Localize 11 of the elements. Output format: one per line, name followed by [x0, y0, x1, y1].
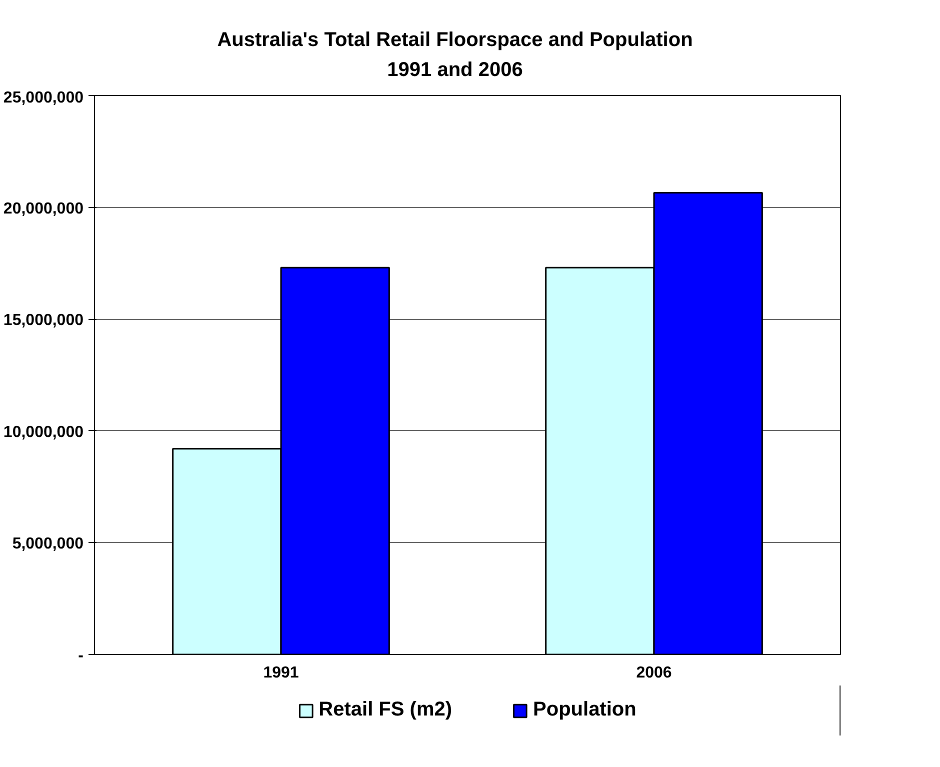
- y-tick-label: 5,000,000: [12, 536, 84, 553]
- x-tick-label: 2006: [636, 664, 672, 682]
- y-tick-label: 10,000,000: [3, 424, 84, 441]
- legend-label: Population: [533, 698, 636, 722]
- x-tick-label: 1991: [263, 664, 299, 682]
- legend-label: Retail FS (m2): [318, 698, 452, 722]
- chart-title: Australia's Total Retail Floorspace and Population 1991 and 2006: [217, 28, 693, 83]
- y-tick-label: 20,000,000: [3, 200, 84, 218]
- y-tick-label: -: [78, 648, 84, 664]
- y-tick-label: 15,000,000: [3, 312, 84, 330]
- y-tick-label: 25,000,000: [3, 90, 84, 106]
